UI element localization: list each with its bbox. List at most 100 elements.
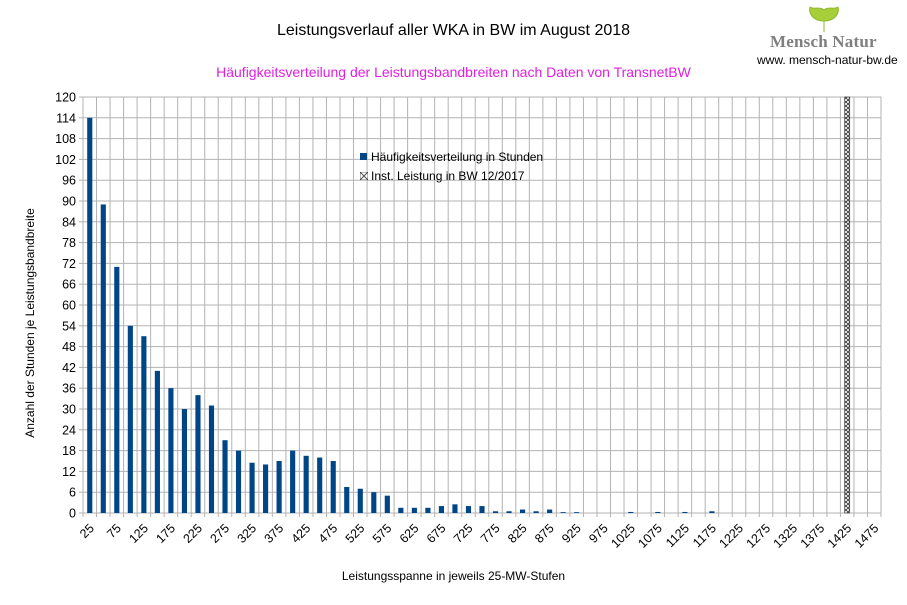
x-tick-label: 875: [532, 521, 557, 546]
bar-900: [560, 512, 566, 513]
y-tick-label: 18: [62, 444, 76, 458]
ginkgo-leaf-icon: [809, 6, 839, 32]
y-tick-label: 78: [62, 236, 76, 250]
x-tick-label: 625: [397, 521, 422, 546]
bar-325: [249, 462, 255, 513]
bar-200: [181, 409, 188, 513]
bar-25: [87, 117, 93, 514]
bar-800: [506, 511, 512, 513]
bar-600: [398, 507, 404, 513]
bar-1125: [682, 511, 688, 513]
y-tick-label: 108: [55, 132, 76, 146]
x-tick-label: 775: [478, 521, 503, 546]
y-tick-label: 96: [62, 174, 76, 188]
legend-label-installed: Inst. Leistung in BW 12/2017: [371, 168, 525, 183]
x-tick-label: 1275: [744, 521, 774, 551]
bar-750: [479, 506, 485, 513]
bar-475: [330, 461, 336, 513]
y-tick-label: 84: [62, 215, 76, 229]
bar-50: [100, 204, 106, 513]
chart-title: Leistungsverlauf aller WKA in BW im Augu…: [276, 22, 631, 39]
y-tick-label: 66: [62, 278, 76, 292]
x-axis-label: Leistungsspanne in jeweils 25-MW-Stufen: [341, 569, 566, 583]
y-tick-label: 90: [62, 195, 76, 209]
x-tick-label: 425: [289, 521, 314, 546]
bar-75: [114, 266, 120, 513]
y-tick-label: 48: [62, 340, 76, 354]
x-tick-label: 25: [77, 521, 97, 541]
bar-550: [371, 492, 377, 513]
bar-700: [452, 504, 458, 513]
y-tick-label: 6: [69, 486, 76, 500]
bar-925: [574, 512, 580, 513]
x-tick-label: 1475: [852, 521, 882, 551]
bar-725: [465, 506, 472, 513]
x-tick-label: 1175: [690, 521, 719, 550]
x-tick-label: 1325: [771, 521, 801, 551]
bar-150: [154, 370, 160, 513]
bar-850: [533, 511, 539, 513]
legend-label-hours: Häufigkeitsverteilung in Stunden: [371, 149, 544, 164]
x-tick-label: 1025: [608, 521, 638, 551]
y-tick-label: 72: [62, 257, 76, 271]
y-tick-label: 60: [62, 299, 76, 313]
chart-subtitle: Häufigkeitsverteilung der Leistungsbandb…: [216, 64, 691, 80]
x-tick-label: 75: [104, 521, 124, 541]
bar-175: [168, 388, 174, 513]
x-tick-label: 475: [316, 521, 341, 546]
y-tick-label: 102: [55, 153, 76, 167]
bar-300: [235, 450, 242, 513]
chart-legend: Häufigkeitsverteilung in Stunden Inst. L…: [360, 147, 543, 185]
legend-item-hours: Häufigkeitsverteilung in Stunden: [360, 147, 543, 166]
x-tick-label: 825: [505, 521, 530, 546]
x-tick-label: 575: [370, 521, 395, 546]
bar-275: [222, 440, 228, 513]
y-tick-label: 30: [62, 403, 76, 417]
y-tick-label: 114: [56, 111, 76, 125]
brand-url: www. mensch-natur-bw.de: [757, 53, 898, 67]
x-tick-label: 325: [235, 521, 260, 546]
installed-capacity-bar: [844, 96, 851, 514]
bar-1075: [655, 511, 661, 513]
x-tick-label: 925: [559, 521, 584, 546]
bar-575: [384, 495, 390, 513]
bar-450: [317, 457, 323, 513]
brand-name: Mensch Natur: [770, 32, 877, 51]
x-tick-label: 1125: [663, 521, 692, 550]
bar-400: [290, 450, 296, 513]
bar-825: [520, 509, 526, 513]
y-tick-label: 12: [62, 465, 76, 479]
bar-625: [411, 507, 417, 513]
x-tick-label: 1075: [635, 521, 665, 551]
bar-675: [438, 506, 444, 513]
x-tick-label: 1375: [798, 521, 828, 551]
bar-500: [344, 487, 350, 513]
y-tick-label: 54: [62, 319, 76, 333]
x-tick-label: 175: [153, 521, 178, 546]
y-tick-label: 42: [62, 361, 76, 375]
x-tick-label: 725: [451, 521, 476, 546]
bar-1025: [628, 511, 634, 513]
x-tick-label: 125: [126, 521, 151, 546]
x-tick-label: 525: [343, 521, 368, 546]
bar-775: [492, 511, 499, 513]
x-tick-label: 375: [262, 521, 287, 546]
bar-225: [195, 395, 201, 513]
bar-650: [425, 507, 431, 513]
x-tick-label: 1225: [717, 521, 747, 551]
bar-100: [127, 325, 133, 513]
x-tick-label: 675: [424, 521, 449, 546]
x-tick-label: 1425: [825, 521, 855, 551]
bar-1175: [709, 511, 715, 513]
x-tick-label: 975: [586, 521, 611, 546]
y-tick-label: 36: [62, 382, 76, 396]
bar-350: [263, 464, 269, 513]
bar-525: [357, 488, 363, 513]
legend-swatch-bar: [360, 153, 367, 160]
y-tick-label: 24: [62, 423, 76, 437]
bar-875: [547, 509, 553, 513]
legend-swatch-hatch: [360, 171, 368, 180]
x-tick-label: 225: [180, 521, 205, 546]
bar-125: [141, 336, 147, 513]
